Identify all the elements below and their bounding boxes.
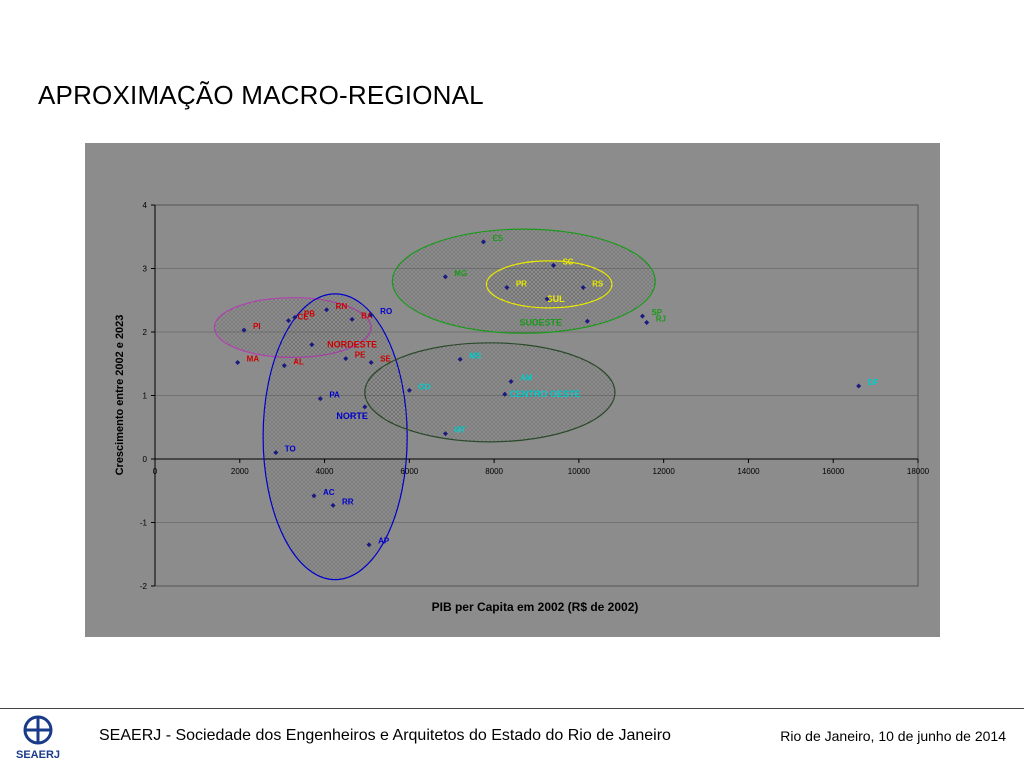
data-point — [644, 319, 650, 325]
footer-divider — [0, 708, 1024, 709]
data-point-label: RN — [336, 302, 348, 311]
data-point — [349, 316, 355, 322]
data-point-label: MS — [469, 351, 482, 360]
data-point — [550, 262, 556, 268]
data-point — [241, 327, 247, 333]
x-tick-label: 0 — [153, 467, 158, 476]
region-ellipse — [485, 260, 613, 309]
data-point — [442, 431, 448, 437]
data-marker — [544, 296, 550, 302]
x-tick-label: 8000 — [485, 467, 503, 476]
x-tick-label: 14000 — [737, 467, 760, 476]
scatter-chart: -2-1012340200040006000800010000120001400… — [85, 143, 940, 637]
data-point — [343, 356, 349, 362]
data-marker — [309, 342, 315, 348]
data-point-label: MG — [454, 269, 467, 278]
data-point — [317, 396, 323, 402]
data-point — [324, 307, 330, 313]
slide-title: APROXIMAÇÃO MACRO-REGIONAL — [38, 80, 484, 110]
data-point — [406, 387, 412, 393]
logo-text: SEAERJ — [16, 749, 60, 761]
data-point — [457, 356, 463, 362]
x-axis-label: PIB per Capita em 2002 (R$ de 2002) — [432, 600, 639, 614]
data-point-label: SP — [651, 308, 662, 317]
region-ellipse — [262, 293, 408, 581]
data-point-label: AP — [378, 537, 390, 546]
data-point — [504, 285, 510, 291]
region-label: SUL — [547, 294, 566, 304]
data-point-label: RO — [380, 307, 392, 316]
region-ellipses: NORDESTE NORTE CENTRO OESTE SUDESTE SUL — [213, 228, 656, 581]
data-point-label: MA — [247, 354, 260, 363]
data-point — [286, 318, 292, 324]
data-point-label: PR — [516, 280, 527, 289]
footer-organization: SEAERJ - Sociedade dos Engenheiros e Arq… — [99, 727, 671, 744]
data-point-label: RJ — [656, 314, 666, 323]
region-label: CENTRO OESTE — [509, 389, 580, 399]
data-point-label: AL — [293, 358, 304, 367]
seaerj-logo: SEAERJ — [10, 713, 66, 765]
data-point-label: PA — [329, 391, 340, 400]
data-point-label: BA — [361, 311, 373, 320]
y-tick-label: -2 — [140, 582, 148, 591]
data-point-label: DF — [868, 378, 879, 387]
data-point — [508, 379, 514, 385]
data-point-label: RR — [342, 497, 354, 506]
data-point — [311, 493, 317, 499]
data-point — [580, 285, 586, 291]
data-point — [368, 312, 374, 318]
data-point — [366, 542, 372, 548]
y-axis-label: Crescimento entre 2002 e 2023 — [114, 315, 126, 476]
x-tick-label: 6000 — [400, 467, 418, 476]
x-tick-label: 10000 — [568, 467, 591, 476]
data-point — [281, 363, 287, 369]
data-point-label: TO — [285, 445, 296, 454]
data-point — [273, 450, 279, 456]
data-point-label: ES — [493, 234, 504, 243]
data-marker — [584, 318, 590, 324]
y-tick-label: 2 — [143, 328, 148, 337]
y-tick-label: 0 — [143, 455, 148, 464]
region-label: NORTE — [336, 411, 368, 421]
y-tick-label: -1 — [140, 519, 148, 528]
data-point-label: SE — [380, 354, 391, 363]
data-point — [856, 383, 862, 389]
data-point-label: AM — [520, 374, 533, 383]
data-marker — [502, 391, 508, 397]
y-tick-label: 3 — [143, 265, 148, 274]
data-point-label: PB — [304, 309, 315, 318]
x-tick-label: 18000 — [907, 467, 930, 476]
region-label: SUDESTE — [519, 317, 562, 327]
x-tick-label: 2000 — [231, 467, 249, 476]
data-point-label: RS — [592, 280, 604, 289]
data-point-label: PI — [253, 322, 261, 331]
footer-date: Rio de Janeiro, 10 de junho de 2014 — [780, 728, 1006, 744]
data-point — [330, 502, 336, 508]
y-tick-label: 4 — [143, 201, 148, 210]
data-point — [481, 239, 487, 245]
x-tick-label: 12000 — [653, 467, 676, 476]
y-tick-label: 1 — [143, 392, 148, 401]
data-point — [442, 274, 448, 280]
data-marker — [362, 404, 368, 410]
data-point-label: MT — [454, 426, 466, 435]
data-point-label: CE — [298, 313, 310, 322]
axis-labels: PIB per Capita em 2002 (R$ de 2002) Cres… — [114, 315, 638, 614]
data-point — [368, 359, 374, 365]
region-label: NORDESTE — [327, 340, 377, 350]
x-tick-label: 16000 — [822, 467, 845, 476]
data-point — [292, 314, 298, 320]
data-point-label: GO — [418, 382, 430, 391]
data-point-label: SC — [562, 257, 573, 266]
data-point-label: PE — [355, 351, 366, 360]
data-point-label: AC — [323, 488, 335, 497]
data-point — [639, 313, 645, 319]
data-point — [235, 359, 241, 365]
region-ellipse — [364, 342, 616, 443]
